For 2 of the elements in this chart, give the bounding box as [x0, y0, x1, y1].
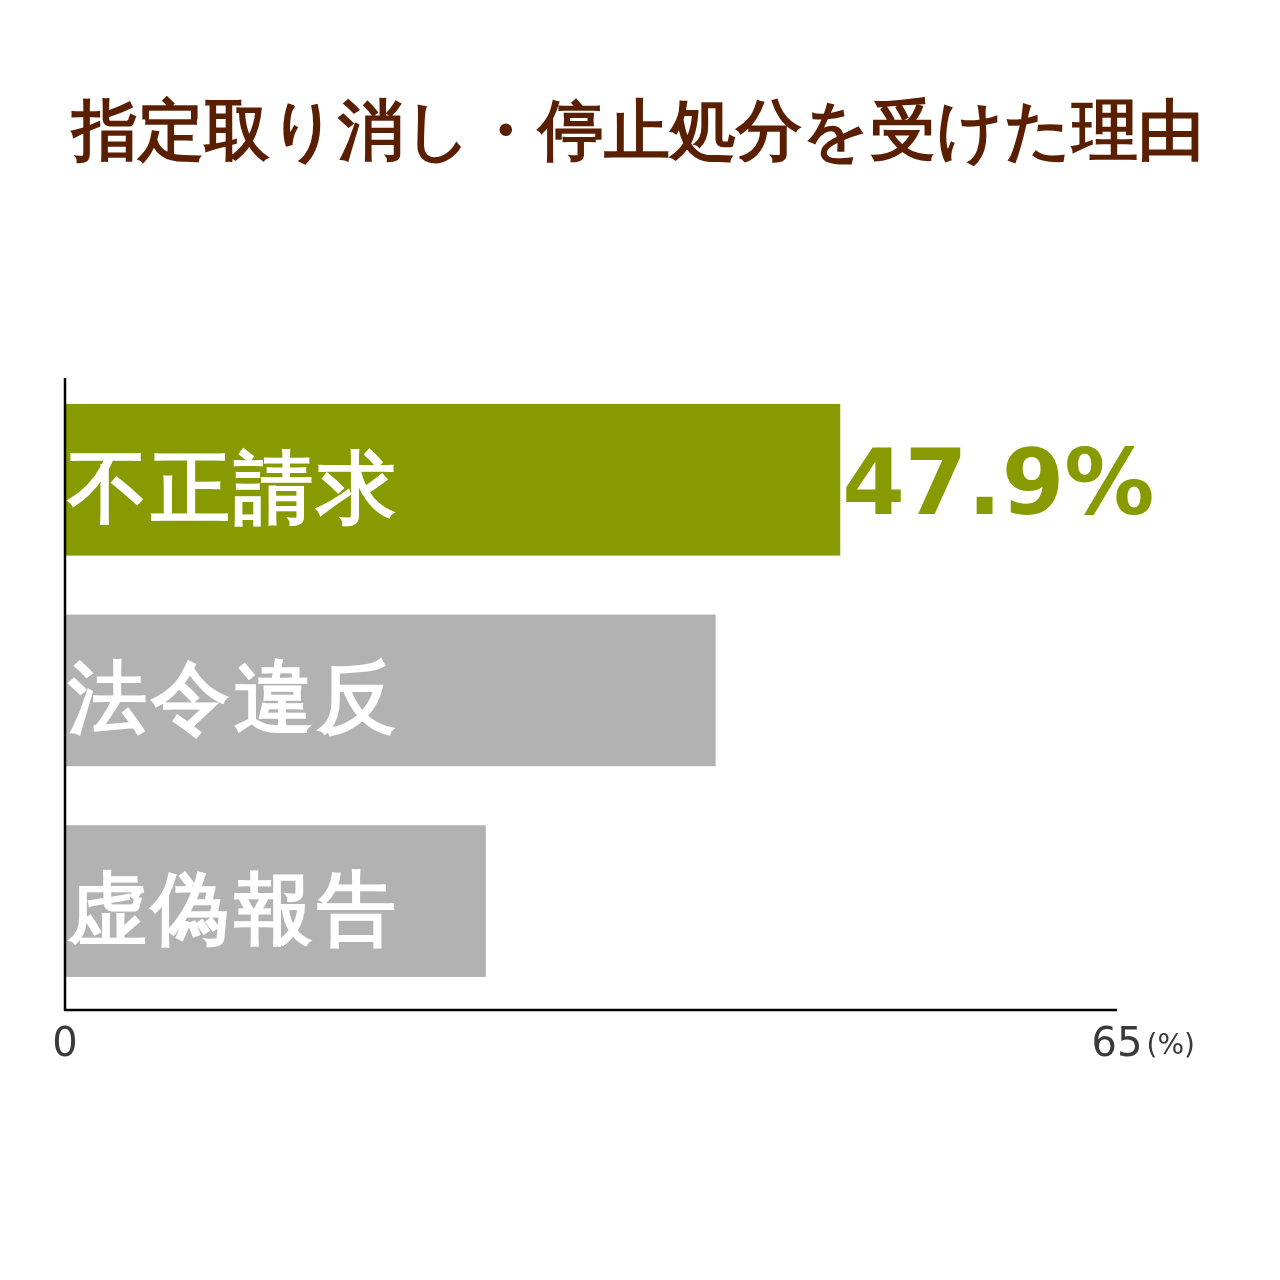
- xlabel: (%): [1146, 1028, 1195, 1061]
- title: 指定取り消し・停止処分を受けた理由: [72, 92, 1204, 169]
